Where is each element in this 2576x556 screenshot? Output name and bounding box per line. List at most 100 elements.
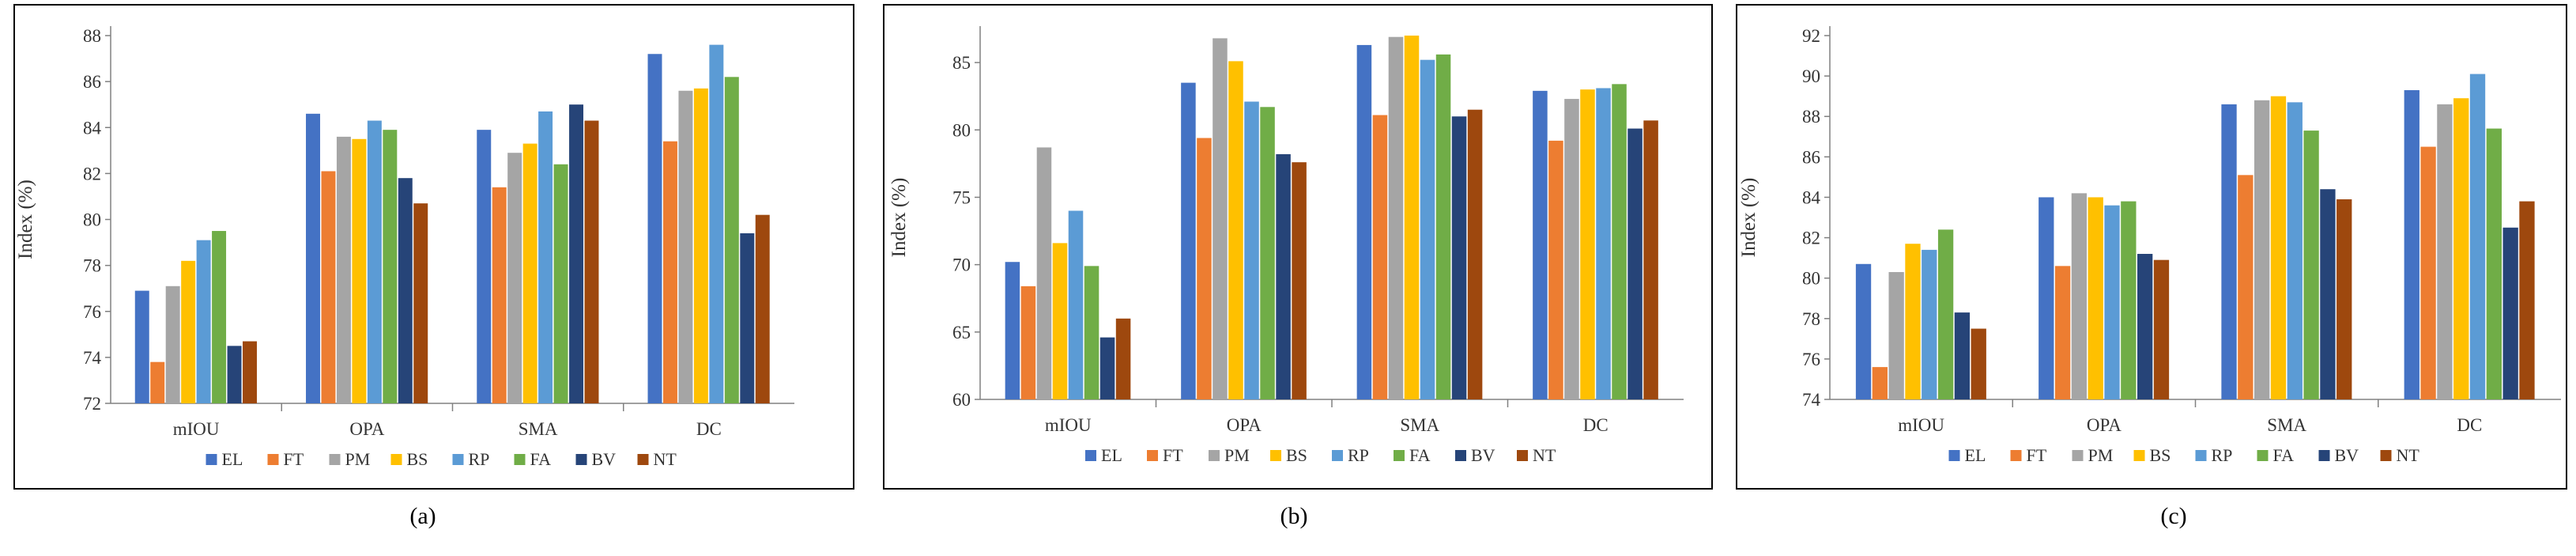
bar-nt-dc bbox=[755, 214, 770, 403]
bar-el-sma bbox=[2221, 104, 2237, 399]
legend-label-fa: FA bbox=[1409, 445, 1431, 465]
x-tick-label: DC bbox=[2457, 415, 2482, 435]
bar-bs-miou bbox=[1052, 243, 1068, 399]
bar-rp-sma bbox=[538, 111, 553, 403]
bar-fa-sma bbox=[2303, 130, 2319, 399]
legend-label-pm: PM bbox=[2088, 445, 2114, 465]
legend-label-ft: FT bbox=[284, 449, 304, 469]
legend-label-rp: RP bbox=[469, 449, 490, 469]
bar-bs-miou bbox=[1905, 244, 1921, 399]
bar-pm-sma bbox=[1388, 36, 1404, 399]
legend-swatch-el bbox=[1085, 450, 1096, 461]
bar-bv-sma bbox=[1451, 116, 1467, 399]
bar-bv-dc bbox=[1627, 128, 1643, 400]
caption-c: (c) bbox=[2160, 503, 2187, 529]
bar-fa-dc bbox=[724, 77, 739, 403]
legend-label-nt: NT bbox=[1533, 445, 1556, 465]
x-tick-label: mIOU bbox=[1045, 415, 1092, 435]
bar-nt-opa bbox=[413, 203, 428, 403]
legend-swatch-rp bbox=[2195, 450, 2207, 461]
legend-label-bs: BS bbox=[2150, 445, 2171, 465]
bar-bs-sma bbox=[522, 143, 537, 403]
legend-label-el: EL bbox=[1101, 445, 1122, 465]
legend-swatch-fa bbox=[514, 454, 526, 465]
legend-label-bv: BV bbox=[2335, 445, 2359, 465]
legend-label-el: EL bbox=[1965, 445, 1986, 465]
x-tick-label: OPA bbox=[2087, 415, 2122, 435]
y-tick-label: 84 bbox=[1802, 187, 1821, 207]
y-tick-label: 88 bbox=[1802, 107, 1820, 127]
legend-swatch-nt bbox=[2380, 450, 2392, 461]
legend-swatch-bs bbox=[1270, 450, 1281, 461]
x-tick-label: SMA bbox=[2267, 415, 2306, 435]
y-tick-label: 80 bbox=[952, 120, 971, 140]
y-axis-label: Index (%) bbox=[1738, 178, 1759, 258]
legend-label-bv: BV bbox=[592, 449, 617, 469]
y-tick-label: 82 bbox=[83, 164, 101, 183]
y-tick-label: 85 bbox=[952, 53, 971, 73]
bar-rp-miou bbox=[196, 240, 211, 403]
legend-label-ft: FT bbox=[2027, 445, 2047, 465]
legend-label-bs: BS bbox=[1286, 445, 1307, 465]
y-tick-label: 74 bbox=[83, 348, 102, 368]
legend-label-el: EL bbox=[222, 449, 243, 469]
y-tick-label: 86 bbox=[1802, 147, 1820, 167]
legend-swatch-bs bbox=[390, 454, 402, 465]
bar-nt-sma bbox=[584, 120, 599, 403]
bar-rp-dc bbox=[1596, 88, 1611, 399]
bar-pm-opa bbox=[1213, 38, 1228, 399]
legend-label-pm: PM bbox=[345, 449, 371, 469]
y-tick-label: 92 bbox=[1802, 26, 1820, 46]
bar-ft-dc bbox=[1548, 140, 1563, 399]
bar-el-opa bbox=[1181, 82, 1196, 399]
legend-swatch-nt bbox=[1517, 450, 1528, 461]
bar-nt-miou bbox=[1971, 328, 1986, 399]
legend-swatch-bv bbox=[2318, 450, 2330, 461]
panel-c: 74 76 78 80 82 84 86 88 90 92 Index (%) mIOU OPA SMA D… bbox=[1723, 0, 2576, 556]
bar-pm-miou bbox=[1888, 272, 1904, 399]
legend-swatch-bv bbox=[1455, 450, 1466, 461]
bar-rp-miou bbox=[1922, 249, 1937, 399]
bar-rp-sma bbox=[2287, 102, 2303, 400]
y-tick-label: 82 bbox=[1802, 229, 1820, 248]
bar-nt-opa bbox=[1292, 162, 1307, 400]
bar-bv-sma bbox=[2320, 189, 2336, 399]
y-tick-label: 90 bbox=[1802, 66, 1820, 86]
bar-pm-dc bbox=[1564, 99, 1579, 400]
y-tick-label: 88 bbox=[83, 26, 101, 46]
x-tick-label: mIOU bbox=[173, 419, 220, 439]
x-tick-label: OPA bbox=[349, 419, 384, 439]
bar-bv-miou bbox=[227, 346, 242, 403]
bar-fa-dc bbox=[2486, 128, 2502, 400]
y-tick-label: 78 bbox=[83, 256, 101, 276]
y-tick-label: 60 bbox=[952, 390, 971, 410]
legend-label-nt: NT bbox=[2397, 445, 2420, 465]
bar-nt-miou bbox=[243, 341, 257, 403]
bar-fa-opa bbox=[2121, 201, 2137, 399]
bar-el-dc bbox=[2404, 90, 2419, 399]
y-tick-label: 70 bbox=[952, 255, 971, 275]
y-tick-label: 78 bbox=[1802, 309, 1820, 329]
bar-bv-miou bbox=[1954, 312, 1971, 399]
bar-rp-dc bbox=[2469, 74, 2486, 400]
x-tick-label: DC bbox=[1583, 415, 1609, 435]
bar-el-miou bbox=[1855, 263, 1872, 399]
x-tick-label: SMA bbox=[1400, 415, 1439, 435]
legend-swatch-bs bbox=[2133, 450, 2145, 461]
bar-ft-opa bbox=[1197, 138, 1212, 399]
legend-label-ft: FT bbox=[1163, 445, 1183, 465]
y-tick-label: 86 bbox=[83, 72, 101, 92]
y-tick-label: 80 bbox=[1802, 269, 1820, 289]
bar-chart-c: 74 76 78 80 82 84 86 88 90 92 Index (%) mIOU OPA SMA D… bbox=[1736, 4, 2567, 490]
bar-bv-opa bbox=[1276, 153, 1291, 400]
y-tick-label: 76 bbox=[83, 302, 101, 322]
bar-fa-miou bbox=[1084, 266, 1099, 399]
bar-rp-sma bbox=[1420, 59, 1435, 400]
legend-swatch-fa bbox=[2257, 450, 2269, 461]
legend-swatch-bv bbox=[575, 454, 587, 465]
bar-rp-opa bbox=[1244, 101, 1259, 399]
bar-ft-miou bbox=[150, 361, 165, 403]
legend-swatch-pm bbox=[2072, 450, 2084, 461]
bar-bs-opa bbox=[2088, 197, 2103, 399]
bar-rp-opa bbox=[2104, 205, 2120, 399]
